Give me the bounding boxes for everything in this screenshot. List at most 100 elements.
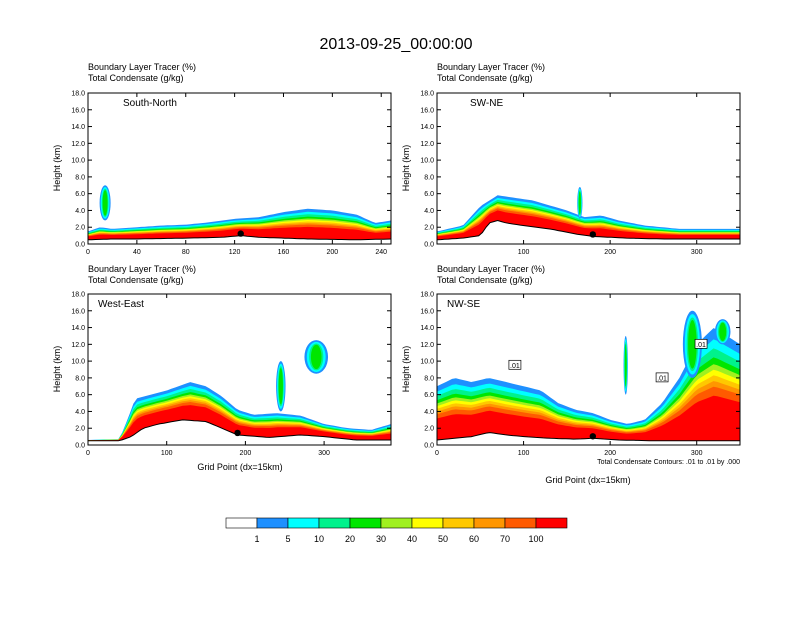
panel-south-north-caption-line1: Boundary Layer Tracer (%) — [88, 62, 196, 72]
legend-level-0: 1 — [254, 534, 259, 544]
legend-swatch-5 — [380, 517, 413, 529]
legend-level-4: 30 — [376, 534, 386, 544]
plume-1-layer-3 — [278, 368, 283, 405]
ytick-label: 12.0 — [71, 342, 85, 349]
legend-swatch-4 — [349, 517, 382, 529]
ytick-label: 10.0 — [420, 158, 434, 165]
ytick-label: 16.0 — [71, 107, 85, 114]
ytick-label: 10.0 — [71, 359, 85, 366]
contour-label-1: .01 — [657, 375, 667, 382]
ytick-label: 12.0 — [420, 141, 434, 148]
legend-level-9: 100 — [528, 534, 543, 544]
panel-nw-se-frame — [436, 293, 741, 446]
plume-2-layer-3 — [624, 344, 627, 387]
xtick-label: 300 — [691, 450, 703, 457]
xtick-label: 100 — [518, 249, 530, 256]
panel-nw-se: Boundary Layer Tracer (%) Total Condensa… — [401, 264, 741, 485]
panel-nw-se-label: NW-SE — [447, 299, 480, 310]
site-marker — [589, 433, 597, 440]
ytick-label: 6.0 — [75, 191, 85, 198]
ytick-label: 8.0 — [75, 375, 85, 382]
ytick-label: 6.0 — [424, 191, 434, 198]
ytick-label: 0.0 — [424, 443, 434, 450]
terrain-line — [436, 219, 740, 241]
panel-sw-ne-caption-line1: Boundary Layer Tracer (%) — [437, 62, 545, 72]
panel-west-east-frame — [87, 293, 392, 446]
contour-label-2: .01 — [696, 342, 706, 349]
ytick-label: 0.0 — [424, 242, 434, 249]
ytick-label: 6.0 — [75, 392, 85, 399]
ytick-label: 14.0 — [71, 325, 85, 332]
colorbar-legend: 1 5 10 20 30 40 50 60 70 100 — [225, 517, 568, 544]
legend-level-2: 10 — [314, 534, 324, 544]
legend-level-8: 70 — [500, 534, 510, 544]
ytick-label: 4.0 — [424, 409, 434, 416]
panel-nw-se-plot: .01 .01 .01 0.0 2.0 4.0 6.0 8.0 10.0 12.0 14.0 16.0… — [420, 292, 740, 457]
xtick-label: 100 — [518, 450, 530, 457]
ytick-label: 8.0 — [424, 174, 434, 181]
legend-swatch-6 — [411, 517, 444, 529]
xtick-label: 200 — [327, 249, 339, 256]
ytick-label: 18.0 — [420, 91, 434, 98]
ytick-label: 0.0 — [75, 443, 85, 450]
ytick-label: 18.0 — [71, 91, 85, 98]
legend-swatch-9 — [504, 517, 537, 529]
contour-note: Total Condensate Contours: .01 to .01 by… — [597, 459, 740, 466]
ytick-label: 14.0 — [420, 124, 434, 131]
terrain-fill — [88, 235, 391, 244]
plume-0-layer-3 — [310, 344, 322, 370]
panel-nw-se-xlabel: Grid Point (dx=15km) — [545, 475, 630, 485]
plume-0-layer-3 — [688, 320, 697, 369]
legend-level-1: 5 — [285, 534, 290, 544]
ytick-label: 8.0 — [424, 375, 434, 382]
xtick-label: 300 — [318, 450, 330, 457]
ytick-label: 10.0 — [420, 359, 434, 366]
panel-west-east-plot: 0.0 2.0 4.0 6.0 8.0 10.0 12.0 14.0 16.0 18.0 0 100 2… — [71, 292, 391, 457]
legend-swatch-8 — [473, 517, 506, 529]
panel-nw-se-caption-line1: Boundary Layer Tracer (%) — [437, 264, 545, 274]
legend-level-3: 20 — [345, 534, 355, 544]
plume-0-layer-3 — [578, 191, 582, 215]
xtick-label: 160 — [278, 249, 290, 256]
site-marker — [234, 429, 241, 437]
ytick-label: 4.0 — [424, 208, 434, 215]
tracer-band-9 — [88, 405, 391, 441]
ytick-label: 14.0 — [71, 124, 85, 131]
panel-sw-ne-label: SW-NE — [470, 98, 503, 109]
panel-west-east-caption-line2: Total Condensate (g/kg) — [88, 275, 184, 285]
legend-swatch-10 — [535, 517, 568, 529]
terrain-fill — [437, 220, 740, 244]
contour-label-0: .01 — [510, 363, 520, 370]
ytick-label: 14.0 — [420, 325, 434, 332]
ytick-label: 16.0 — [71, 308, 85, 315]
panel-west-east-label: West-East — [98, 299, 144, 310]
ytick-label: 18.0 — [420, 292, 434, 299]
ytick-label: 2.0 — [75, 426, 85, 433]
panel-sw-ne-ylabel: Height (km) — [401, 145, 411, 192]
xtick-label: 80 — [182, 249, 190, 256]
xtick-label: 0 — [435, 450, 439, 457]
ytick-label: 4.0 — [75, 409, 85, 416]
contour-label-box-0 — [508, 359, 522, 370]
tracer-band-9 — [437, 395, 740, 441]
ytick-label: 18.0 — [71, 292, 85, 299]
xtick-label: 120 — [229, 249, 241, 256]
panel-west-east-ylabel: Height (km) — [52, 346, 62, 393]
panel-nw-se-ylabel: Height (km) — [401, 346, 411, 393]
panel-south-north-ylabel: Height (km) — [52, 145, 62, 192]
panel-sw-ne-frame — [436, 92, 741, 245]
xtick-label: 200 — [604, 450, 616, 457]
panel-south-north-label: South-North — [123, 98, 177, 109]
legend-level-7: 60 — [469, 534, 479, 544]
panel-west-east-caption-line1: Boundary Layer Tracer (%) — [88, 264, 196, 274]
legend-swatch-0 — [225, 517, 258, 529]
xtick-label: 0 — [86, 450, 90, 457]
panel-south-north-frame — [87, 92, 392, 245]
xtick-label: 0 — [86, 249, 90, 256]
legend-swatch-2 — [287, 517, 320, 529]
ytick-label: 2.0 — [424, 426, 434, 433]
ytick-label: 2.0 — [75, 225, 85, 232]
panel-sw-ne-plot: 0.0 2.0 4.0 6.0 8.0 10.0 12.0 14.0 16.0 18.0 100 20… — [420, 91, 740, 256]
panel-west-east-xlabel: Grid Point (dx=15km) — [197, 462, 282, 472]
